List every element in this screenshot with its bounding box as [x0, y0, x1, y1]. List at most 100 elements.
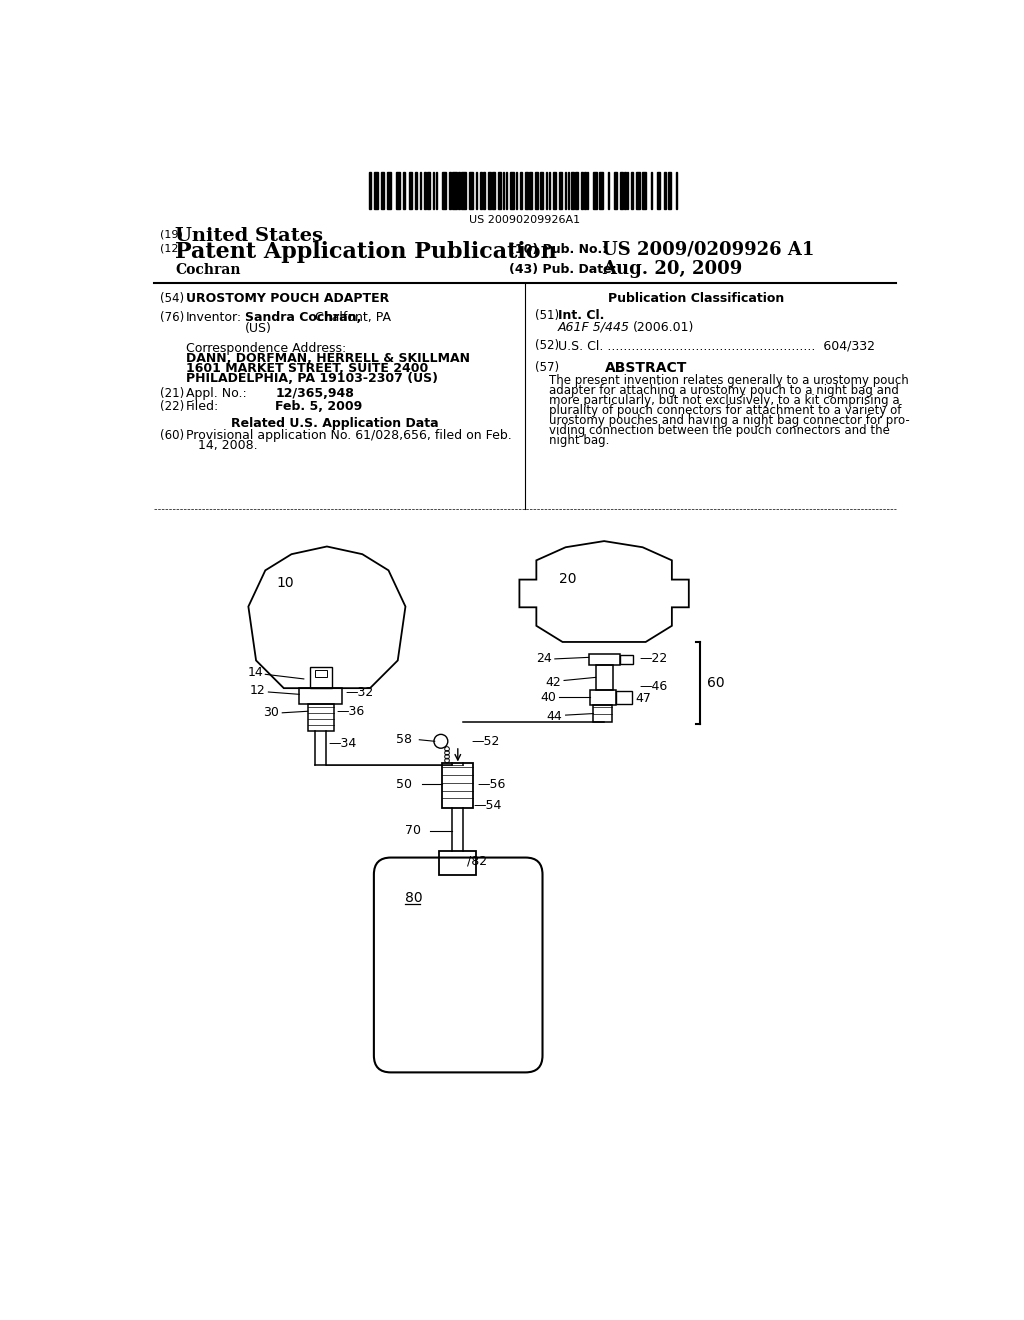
Text: (51): (51) [535, 309, 559, 322]
Text: U.S. Cl. ....................................................  604/332: U.S. Cl. ...............................… [558, 339, 874, 352]
Text: 24: 24 [536, 652, 552, 665]
Bar [529, 172, 532, 209]
Text: (43) Pub. Date:: (43) Pub. Date: [509, 263, 617, 276]
Text: 80: 80 [404, 891, 422, 906]
Text: UROSTOMY POUCH ADAPTER: UROSTOMY POUCH ADAPTER [186, 293, 389, 305]
Text: —52: —52 [472, 735, 500, 748]
Text: Int. Cl.: Int. Cl. [558, 309, 604, 322]
Text: (60): (60) [160, 429, 184, 442]
Text: 40: 40 [541, 690, 556, 704]
Text: (US): (US) [245, 322, 271, 335]
Bar [433, 172, 434, 209]
Text: 58: 58 [395, 733, 412, 746]
Text: DANN, DORFMAN, HERRELL & SKILLMAN: DANN, DORFMAN, HERRELL & SKILLMAN [186, 351, 470, 364]
Text: Cochran: Cochran [175, 263, 241, 277]
Text: (12): (12) [160, 243, 182, 253]
Text: (22): (22) [160, 400, 184, 413]
Bar [396, 172, 400, 209]
Text: (54): (54) [160, 293, 184, 305]
Text: (2006.01): (2006.01) [634, 321, 694, 334]
Bar [403, 172, 404, 209]
Text: 10: 10 [276, 576, 295, 590]
Text: (52): (52) [535, 339, 559, 352]
Bar [299, 688, 342, 704]
Bar [627, 172, 629, 209]
Bar [439, 851, 476, 874]
Bar [410, 172, 413, 209]
Text: —34: —34 [329, 737, 356, 750]
Text: 14, 2008.: 14, 2008. [199, 438, 258, 451]
Bar [636, 172, 640, 209]
Bar [581, 172, 583, 209]
Text: A61F 5/445: A61F 5/445 [558, 321, 630, 334]
Text: Feb. 5, 2009: Feb. 5, 2009 [275, 400, 362, 413]
Bar [381, 172, 384, 209]
Text: 12/365,948: 12/365,948 [275, 387, 354, 400]
Bar [676, 172, 678, 209]
Bar [540, 172, 543, 209]
Bar [624, 172, 626, 209]
Text: 20: 20 [559, 572, 577, 586]
Bar [587, 172, 589, 209]
Text: 44: 44 [547, 710, 562, 723]
Bar [461, 172, 466, 209]
Bar [565, 172, 566, 209]
Bar [664, 172, 666, 209]
Text: (10) Pub. No.:: (10) Pub. No.: [509, 243, 607, 256]
Bar [669, 172, 672, 209]
Text: 12: 12 [250, 684, 265, 697]
Text: United States: United States [175, 227, 324, 246]
Bar [314, 669, 327, 677]
Bar [469, 172, 473, 209]
Bar [498, 172, 501, 209]
Bar [593, 172, 597, 209]
Text: Appl. No.:: Appl. No.: [186, 387, 247, 400]
Bar [536, 172, 539, 209]
Bar [483, 172, 484, 209]
Bar [510, 172, 514, 209]
Bar [650, 172, 652, 209]
Text: —46: —46 [640, 680, 668, 693]
Text: 42: 42 [545, 676, 561, 689]
Bar [567, 172, 569, 209]
Bar [476, 172, 477, 209]
Text: Patent Application Publication: Patent Application Publication [175, 240, 557, 263]
Bar [370, 172, 371, 209]
Text: Related U.S. Application Data: Related U.S. Application Data [230, 417, 438, 430]
Bar [642, 172, 646, 209]
Bar [524, 172, 527, 209]
Text: Sandra Cochran,: Sandra Cochran, [245, 312, 360, 323]
Bar [589, 653, 620, 665]
Bar [620, 655, 634, 664]
Bar [549, 172, 550, 209]
Bar [310, 667, 332, 688]
Text: ABSTRACT: ABSTRACT [605, 360, 688, 375]
Bar [575, 172, 579, 209]
Text: (19): (19) [160, 230, 182, 239]
Text: Provisional application No. 61/028,656, filed on Feb.: Provisional application No. 61/028,656, … [186, 429, 512, 442]
Text: Publication Classification: Publication Classification [608, 293, 784, 305]
Text: —56: —56 [478, 777, 506, 791]
Bar [590, 689, 616, 705]
Bar [516, 172, 517, 209]
Text: 30: 30 [263, 706, 280, 719]
Bar [374, 172, 378, 209]
Text: 1601 MARKET STREET, SUITE 2400: 1601 MARKET STREET, SUITE 2400 [186, 362, 428, 375]
Bar [506, 172, 507, 209]
Text: —32: —32 [345, 685, 374, 698]
Bar [613, 172, 616, 209]
Text: PHILADELPHIA, PA 19103-2307 (US): PHILADELPHIA, PA 19103-2307 (US) [186, 372, 438, 384]
Bar [436, 172, 437, 209]
Bar [424, 172, 426, 209]
Text: adapter for attaching a urostomy pouch to a night bag and: adapter for attaching a urostomy pouch t… [549, 384, 898, 397]
Text: /82: /82 [467, 854, 487, 867]
Text: Correspondence Address:: Correspondence Address: [186, 342, 346, 355]
Text: —54: —54 [473, 799, 502, 812]
Bar [599, 172, 603, 209]
Text: 14: 14 [247, 667, 263, 680]
Text: night bag.: night bag. [549, 434, 609, 447]
Bar [503, 172, 504, 209]
Text: Inventor:: Inventor: [186, 312, 242, 323]
Text: The present invention relates generally to a urostomy pouch: The present invention relates generally … [549, 374, 908, 387]
Bar [450, 172, 451, 209]
